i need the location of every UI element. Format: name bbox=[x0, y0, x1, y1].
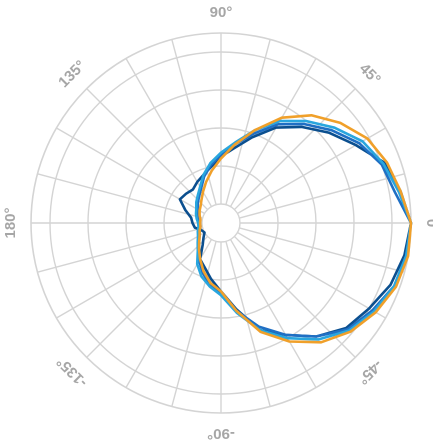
angular-gridline bbox=[233, 88, 356, 211]
angle-labels: 0 45° 90° 135° 180° -135° -90° -45° bbox=[2, 4, 433, 440]
angular-gridline bbox=[237, 127, 386, 215]
angular-gridline bbox=[125, 58, 213, 207]
angular-gridline bbox=[86, 88, 209, 211]
angular-gridline bbox=[225, 241, 271, 407]
radial-ring bbox=[201, 203, 241, 243]
angular-gridline bbox=[56, 231, 205, 319]
polar-grid bbox=[30, 32, 412, 414]
angular-gridline bbox=[225, 39, 271, 205]
angular-gridline bbox=[37, 173, 203, 219]
angular-gridline bbox=[237, 231, 386, 319]
series-line-4 bbox=[197, 114, 413, 344]
angular-gridline bbox=[229, 58, 317, 207]
series-layer bbox=[178, 114, 413, 344]
angular-gridline bbox=[239, 227, 405, 273]
angle-label: -90° bbox=[207, 425, 235, 440]
angular-gridline bbox=[171, 241, 217, 407]
angle-label: 0 bbox=[423, 219, 433, 227]
angle-label: 135° bbox=[55, 57, 89, 91]
angular-gridline bbox=[37, 227, 203, 273]
angle-label: 180° bbox=[2, 207, 19, 238]
angle-label: -135° bbox=[53, 353, 90, 390]
angle-label: -45° bbox=[354, 356, 386, 388]
angle-label: 45° bbox=[356, 60, 384, 88]
angular-gridline bbox=[56, 127, 205, 215]
angle-label: 90° bbox=[210, 4, 233, 21]
angular-gridline bbox=[229, 239, 317, 388]
angular-gridline bbox=[239, 173, 405, 219]
angular-gridline bbox=[86, 235, 209, 358]
series-line-3 bbox=[194, 119, 413, 341]
